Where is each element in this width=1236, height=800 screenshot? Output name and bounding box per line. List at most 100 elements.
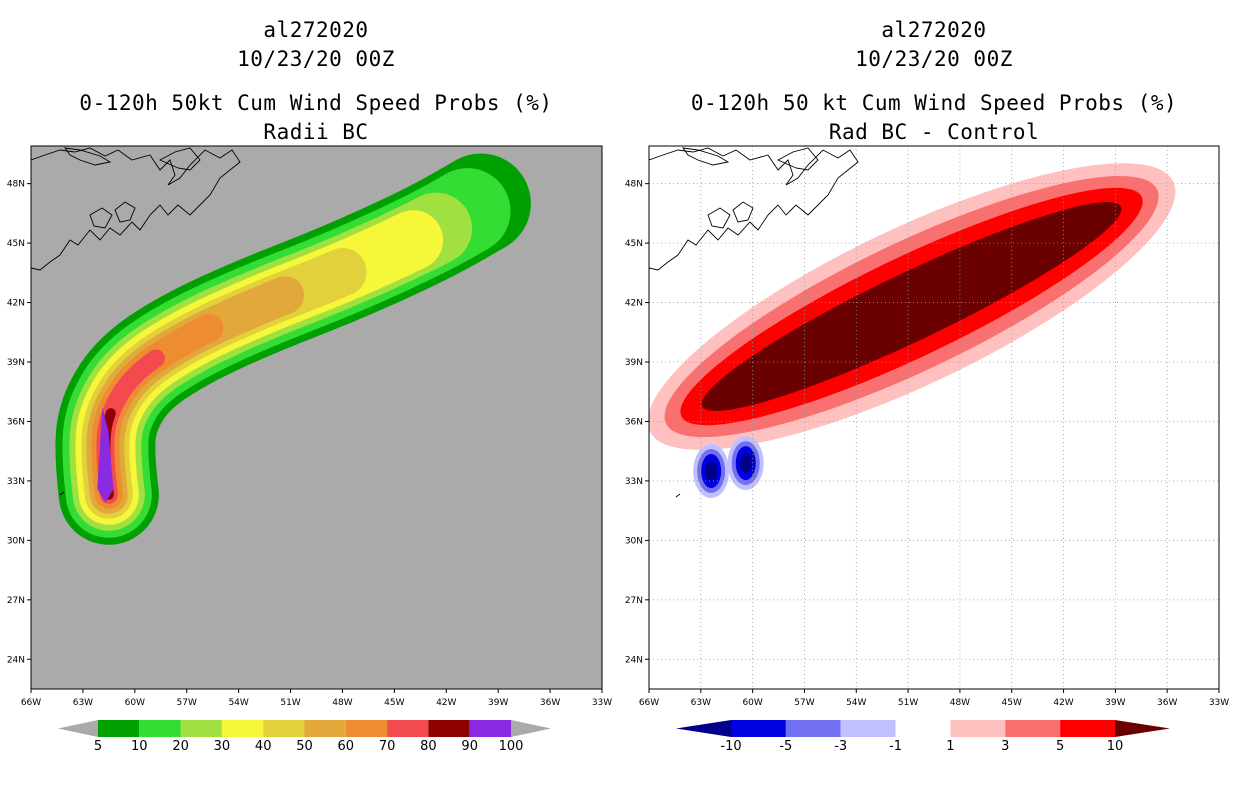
left-colorbar-swatch bbox=[304, 720, 346, 737]
right-ytick-label: 24N bbox=[625, 655, 643, 665]
right-colorbar-label: 1 bbox=[946, 739, 954, 754]
right-colorbar-swatch bbox=[840, 720, 896, 737]
right-colorbar-label: -3 bbox=[834, 739, 847, 754]
right-xtick-label: 45W bbox=[1002, 698, 1022, 708]
left-ytick-label: 24N bbox=[7, 655, 25, 665]
right-colorbar-swatch bbox=[1005, 720, 1061, 737]
left-prob-band-80 bbox=[100, 198, 486, 500]
left-colorbar-swatch bbox=[221, 720, 264, 737]
right-ytick-label: 36N bbox=[625, 417, 643, 427]
left-xtick-label: 39W bbox=[488, 698, 508, 708]
left-title-variable: 0-120h 50kt Cum Wind Speed Probs (%) bbox=[79, 91, 553, 115]
left-colorbar-high-end bbox=[511, 720, 551, 737]
left-ytick-label: 27N bbox=[7, 596, 25, 606]
right-ytick-label: 45N bbox=[625, 239, 643, 249]
right-difference-bands bbox=[649, 163, 1176, 450]
right-map-frame bbox=[648, 145, 1220, 690]
right-xtick-label: 66W bbox=[639, 698, 659, 708]
left-xtick-label: 33W bbox=[592, 698, 612, 708]
right-xtick-label: 33W bbox=[1209, 698, 1229, 708]
right-colorbar-label: -1 bbox=[889, 739, 902, 754]
left-map-frame bbox=[30, 145, 603, 690]
right-colorbar: -10 -5 -3 -1 1 3 5 10 bbox=[676, 720, 1170, 754]
right-colorbar-swatch bbox=[1060, 720, 1115, 737]
right-ytick-label: 39N bbox=[625, 358, 643, 368]
left-xtick-label: 42W bbox=[436, 698, 456, 708]
right-colorbar-high-end bbox=[1115, 720, 1170, 737]
right-colorbar-swatch bbox=[731, 720, 786, 737]
left-colorbar-swatch bbox=[180, 720, 222, 737]
left-xtick-label: 54W bbox=[228, 698, 248, 708]
left-colorbar-swatch bbox=[387, 720, 429, 737]
left-title-subtitle: Radii BC bbox=[263, 120, 369, 144]
left-colorbar-label: 10 bbox=[131, 739, 148, 754]
left-axes: 66W 63W 60W 57W 54W 51W 48W 45W 42W 39W 36W 33W 48N 4… bbox=[7, 180, 612, 708]
right-colorbar-label: -5 bbox=[779, 739, 792, 754]
right-axes: 66W 63W 60W 57W 54W 51W 48W 45W 42W 39W 36W 33W 48N 4… bbox=[625, 180, 1229, 708]
right-ytick-label: 33N bbox=[625, 477, 643, 487]
left-colorbar-label: 80 bbox=[420, 739, 437, 754]
left-title-storm: al272020 bbox=[263, 18, 369, 42]
right-ytick-label: 30N bbox=[625, 536, 643, 546]
left-ytick-label: 48N bbox=[7, 180, 25, 190]
right-title-date: 10/23/20 00Z bbox=[855, 47, 1013, 71]
right-xtick-label: 63W bbox=[691, 698, 711, 708]
left-title-date: 10/23/20 00Z bbox=[237, 47, 395, 71]
right-coastline bbox=[649, 147, 859, 498]
right-xtick-label: 48W bbox=[950, 698, 970, 708]
left-colorbar-swatch bbox=[345, 720, 388, 737]
right-colorbar-label: 3 bbox=[1001, 739, 1009, 754]
right-ytick-label: 27N bbox=[625, 596, 643, 606]
right-map-panel: 66W 63W 60W 57W 54W 51W 48W 45W 42W 39W 36W 33W 48N 4… bbox=[625, 145, 1229, 708]
left-prob-band-90 bbox=[97, 407, 114, 503]
left-coastline bbox=[31, 147, 241, 496]
right-xtick-label: 39W bbox=[1105, 698, 1125, 708]
right-ytick-label: 42N bbox=[625, 299, 643, 309]
right-xtick-label: 60W bbox=[742, 698, 762, 708]
left-colorbar-swatch bbox=[428, 720, 470, 737]
left-xtick-label: 48W bbox=[332, 698, 352, 708]
left-xtick-label: 45W bbox=[384, 698, 404, 708]
left-colorbar-swatch bbox=[469, 720, 511, 737]
right-ytick-label: 48N bbox=[625, 180, 643, 190]
right-colorbar-low-end bbox=[676, 720, 731, 737]
right-colorbar-label: 5 bbox=[1056, 739, 1064, 754]
left-colorbar-swatch bbox=[263, 720, 305, 737]
right-xtick-label: 54W bbox=[846, 698, 866, 708]
left-colorbar-label: 60 bbox=[338, 739, 355, 754]
left-colorbar-label: 100 bbox=[499, 739, 524, 754]
left-colorbar-label: 70 bbox=[379, 739, 396, 754]
right-neg-blob-1-max bbox=[739, 453, 752, 474]
right-title-storm: al272020 bbox=[881, 18, 987, 42]
right-colorbar-swatch bbox=[785, 720, 841, 737]
right-xtick-label: 42W bbox=[1053, 698, 1073, 708]
right-colorbar-label: -10 bbox=[720, 739, 741, 754]
right-negative-blobs bbox=[693, 436, 764, 499]
left-colorbar-low-end bbox=[58, 720, 98, 737]
left-ytick-label: 36N bbox=[7, 417, 25, 427]
right-xtick-label: 57W bbox=[794, 698, 814, 708]
left-colorbar-label: 50 bbox=[296, 739, 313, 754]
right-xtick-label: 51W bbox=[898, 698, 918, 708]
left-colorbar-label: 30 bbox=[214, 739, 231, 754]
right-colorbar-label: 10 bbox=[1107, 739, 1124, 754]
left-colorbar: 5 10 20 30 40 50 60 70 80 90 100 bbox=[58, 720, 551, 754]
left-colorbar-label: 90 bbox=[461, 739, 478, 754]
left-xtick-label: 36W bbox=[540, 698, 560, 708]
right-diff-band-10 bbox=[701, 202, 1122, 412]
left-xtick-label: 63W bbox=[73, 698, 93, 708]
left-xtick-label: 51W bbox=[280, 698, 300, 708]
left-ytick-label: 39N bbox=[7, 358, 25, 368]
left-probability-bands bbox=[55, 153, 531, 545]
left-colorbar-swatch bbox=[98, 720, 140, 737]
left-colorbar-swatch bbox=[139, 720, 181, 737]
right-neg-blob-0-max bbox=[705, 461, 718, 482]
right-title-variable: 0-120h 50 kt Cum Wind Speed Probs (%) bbox=[690, 91, 1178, 115]
left-xtick-label: 66W bbox=[21, 698, 41, 708]
left-xtick-label: 60W bbox=[125, 698, 145, 708]
left-ytick-label: 33N bbox=[7, 477, 25, 487]
left-ytick-label: 45N bbox=[7, 239, 25, 249]
left-ytick-label: 42N bbox=[7, 299, 25, 309]
left-xtick-label: 57W bbox=[177, 698, 197, 708]
